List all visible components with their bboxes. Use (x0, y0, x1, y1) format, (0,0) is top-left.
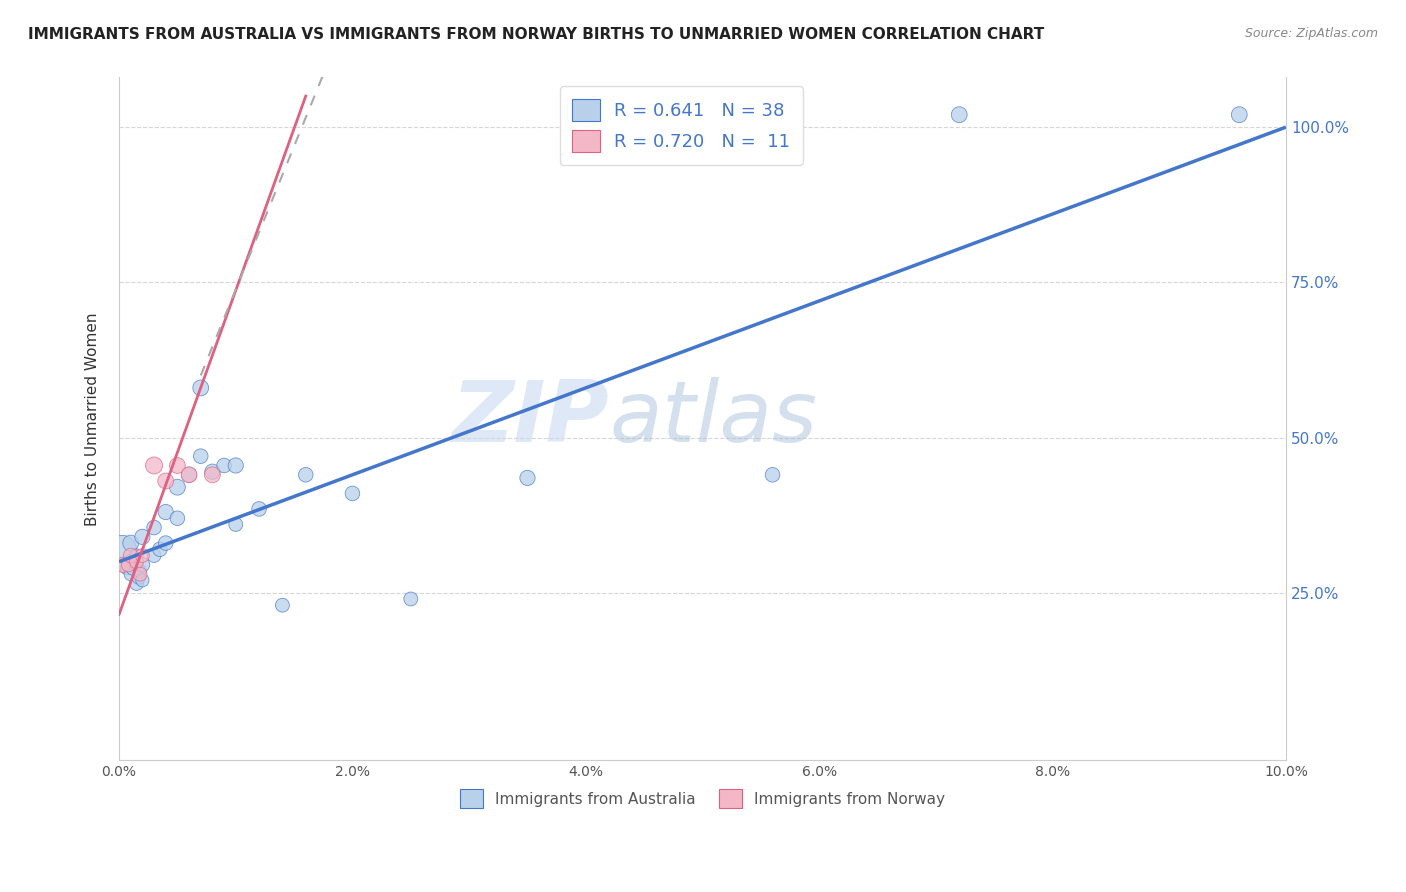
Point (212, 458, 235, 473)
Point (399, 591, 422, 606)
Point (117, 558, 139, 572)
Point (155, 505, 177, 519)
Point (201, 467, 224, 482)
Point (131, 530, 153, 544)
Point (225, 458, 247, 473)
Point (516, 471, 538, 485)
Point (125, 576, 148, 591)
Point (143, 520, 166, 534)
Point (122, 561, 145, 575)
Point (111, 542, 134, 557)
Point (125, 555, 148, 569)
Text: Source: ZipAtlas.com: Source: ZipAtlas.com (1244, 27, 1378, 40)
Point (111, 558, 134, 572)
Point (177, 467, 200, 482)
Point (761, 467, 783, 482)
Point (131, 558, 153, 572)
Point (155, 536, 177, 550)
Point (1227, 108, 1250, 122)
Point (190, 381, 212, 395)
Point (122, 555, 145, 569)
Point (201, 465, 224, 479)
Y-axis label: Births to Unmarried Women: Births to Unmarried Women (86, 312, 100, 525)
Point (129, 564, 152, 578)
Point (149, 542, 172, 557)
Point (948, 108, 970, 122)
Point (120, 549, 142, 563)
Point (166, 511, 188, 525)
Point (120, 536, 142, 550)
Point (342, 486, 364, 500)
Point (271, 598, 294, 612)
Text: IMMIGRANTS FROM AUSTRALIA VS IMMIGRANTS FROM NORWAY BIRTHS TO UNMARRIED WOMEN CO: IMMIGRANTS FROM AUSTRALIA VS IMMIGRANTS … (28, 27, 1045, 42)
Text: atlas: atlas (609, 377, 817, 460)
Point (155, 474, 177, 488)
Point (128, 570, 150, 584)
Point (166, 458, 188, 473)
Point (247, 502, 270, 516)
Point (143, 549, 166, 563)
Point (177, 467, 200, 482)
Point (131, 549, 153, 563)
Point (225, 517, 247, 532)
Point (125, 549, 148, 563)
Text: ZIP: ZIP (451, 377, 609, 460)
Point (120, 567, 142, 582)
Point (143, 458, 166, 473)
Point (294, 467, 316, 482)
Legend: Immigrants from Australia, Immigrants from Norway: Immigrants from Australia, Immigrants fr… (454, 783, 950, 814)
Point (131, 574, 153, 588)
Point (166, 480, 188, 494)
Point (115, 561, 138, 575)
Point (190, 449, 212, 463)
Point (114, 558, 136, 572)
Point (129, 567, 152, 582)
Point (120, 555, 142, 569)
